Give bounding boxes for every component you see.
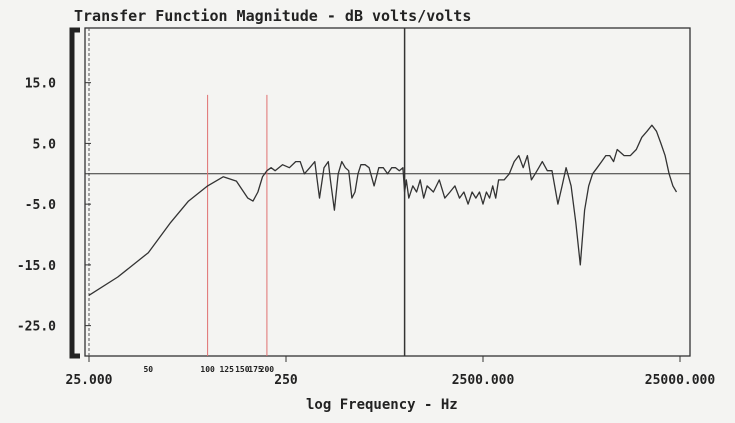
x-annotation-label: 50: [143, 365, 153, 374]
series-line: [88, 124, 678, 296]
x-axis-label: log Frequency - Hz: [306, 397, 458, 413]
x-annotation-label: 200: [260, 365, 275, 374]
chart-title: Transfer Function Magnitude - dB volts/v…: [74, 7, 471, 25]
left-axis-bracket: [69, 27, 80, 359]
y-tick-label: 5.0: [33, 137, 57, 152]
x-tick-label: 25000.000: [645, 373, 716, 388]
y-tick-label: 15.0: [25, 77, 56, 92]
reference-lines: [85, 28, 690, 356]
x-tick-label: 250: [274, 373, 298, 388]
x-annotation-label: 100: [200, 365, 215, 374]
x-tick-label: 25.000: [66, 373, 113, 388]
x-annotation-label: 175: [248, 365, 263, 374]
plot-area: [84, 27, 691, 357]
x-ticks: 25.000 250 2500.000 25000.000: [66, 356, 716, 388]
y-ticks: 15.0 5.0 -5.0 -15.0 -25.0: [17, 77, 91, 335]
y-tick-label: -15.0: [17, 259, 56, 274]
x-tick-label: 2500.000: [452, 373, 515, 388]
y-tick-label: -5.0: [25, 198, 56, 213]
x-annotation-label: 125: [219, 365, 234, 374]
x-annotation-label: 150: [235, 365, 250, 374]
y-tick-label: -25.0: [17, 320, 56, 335]
